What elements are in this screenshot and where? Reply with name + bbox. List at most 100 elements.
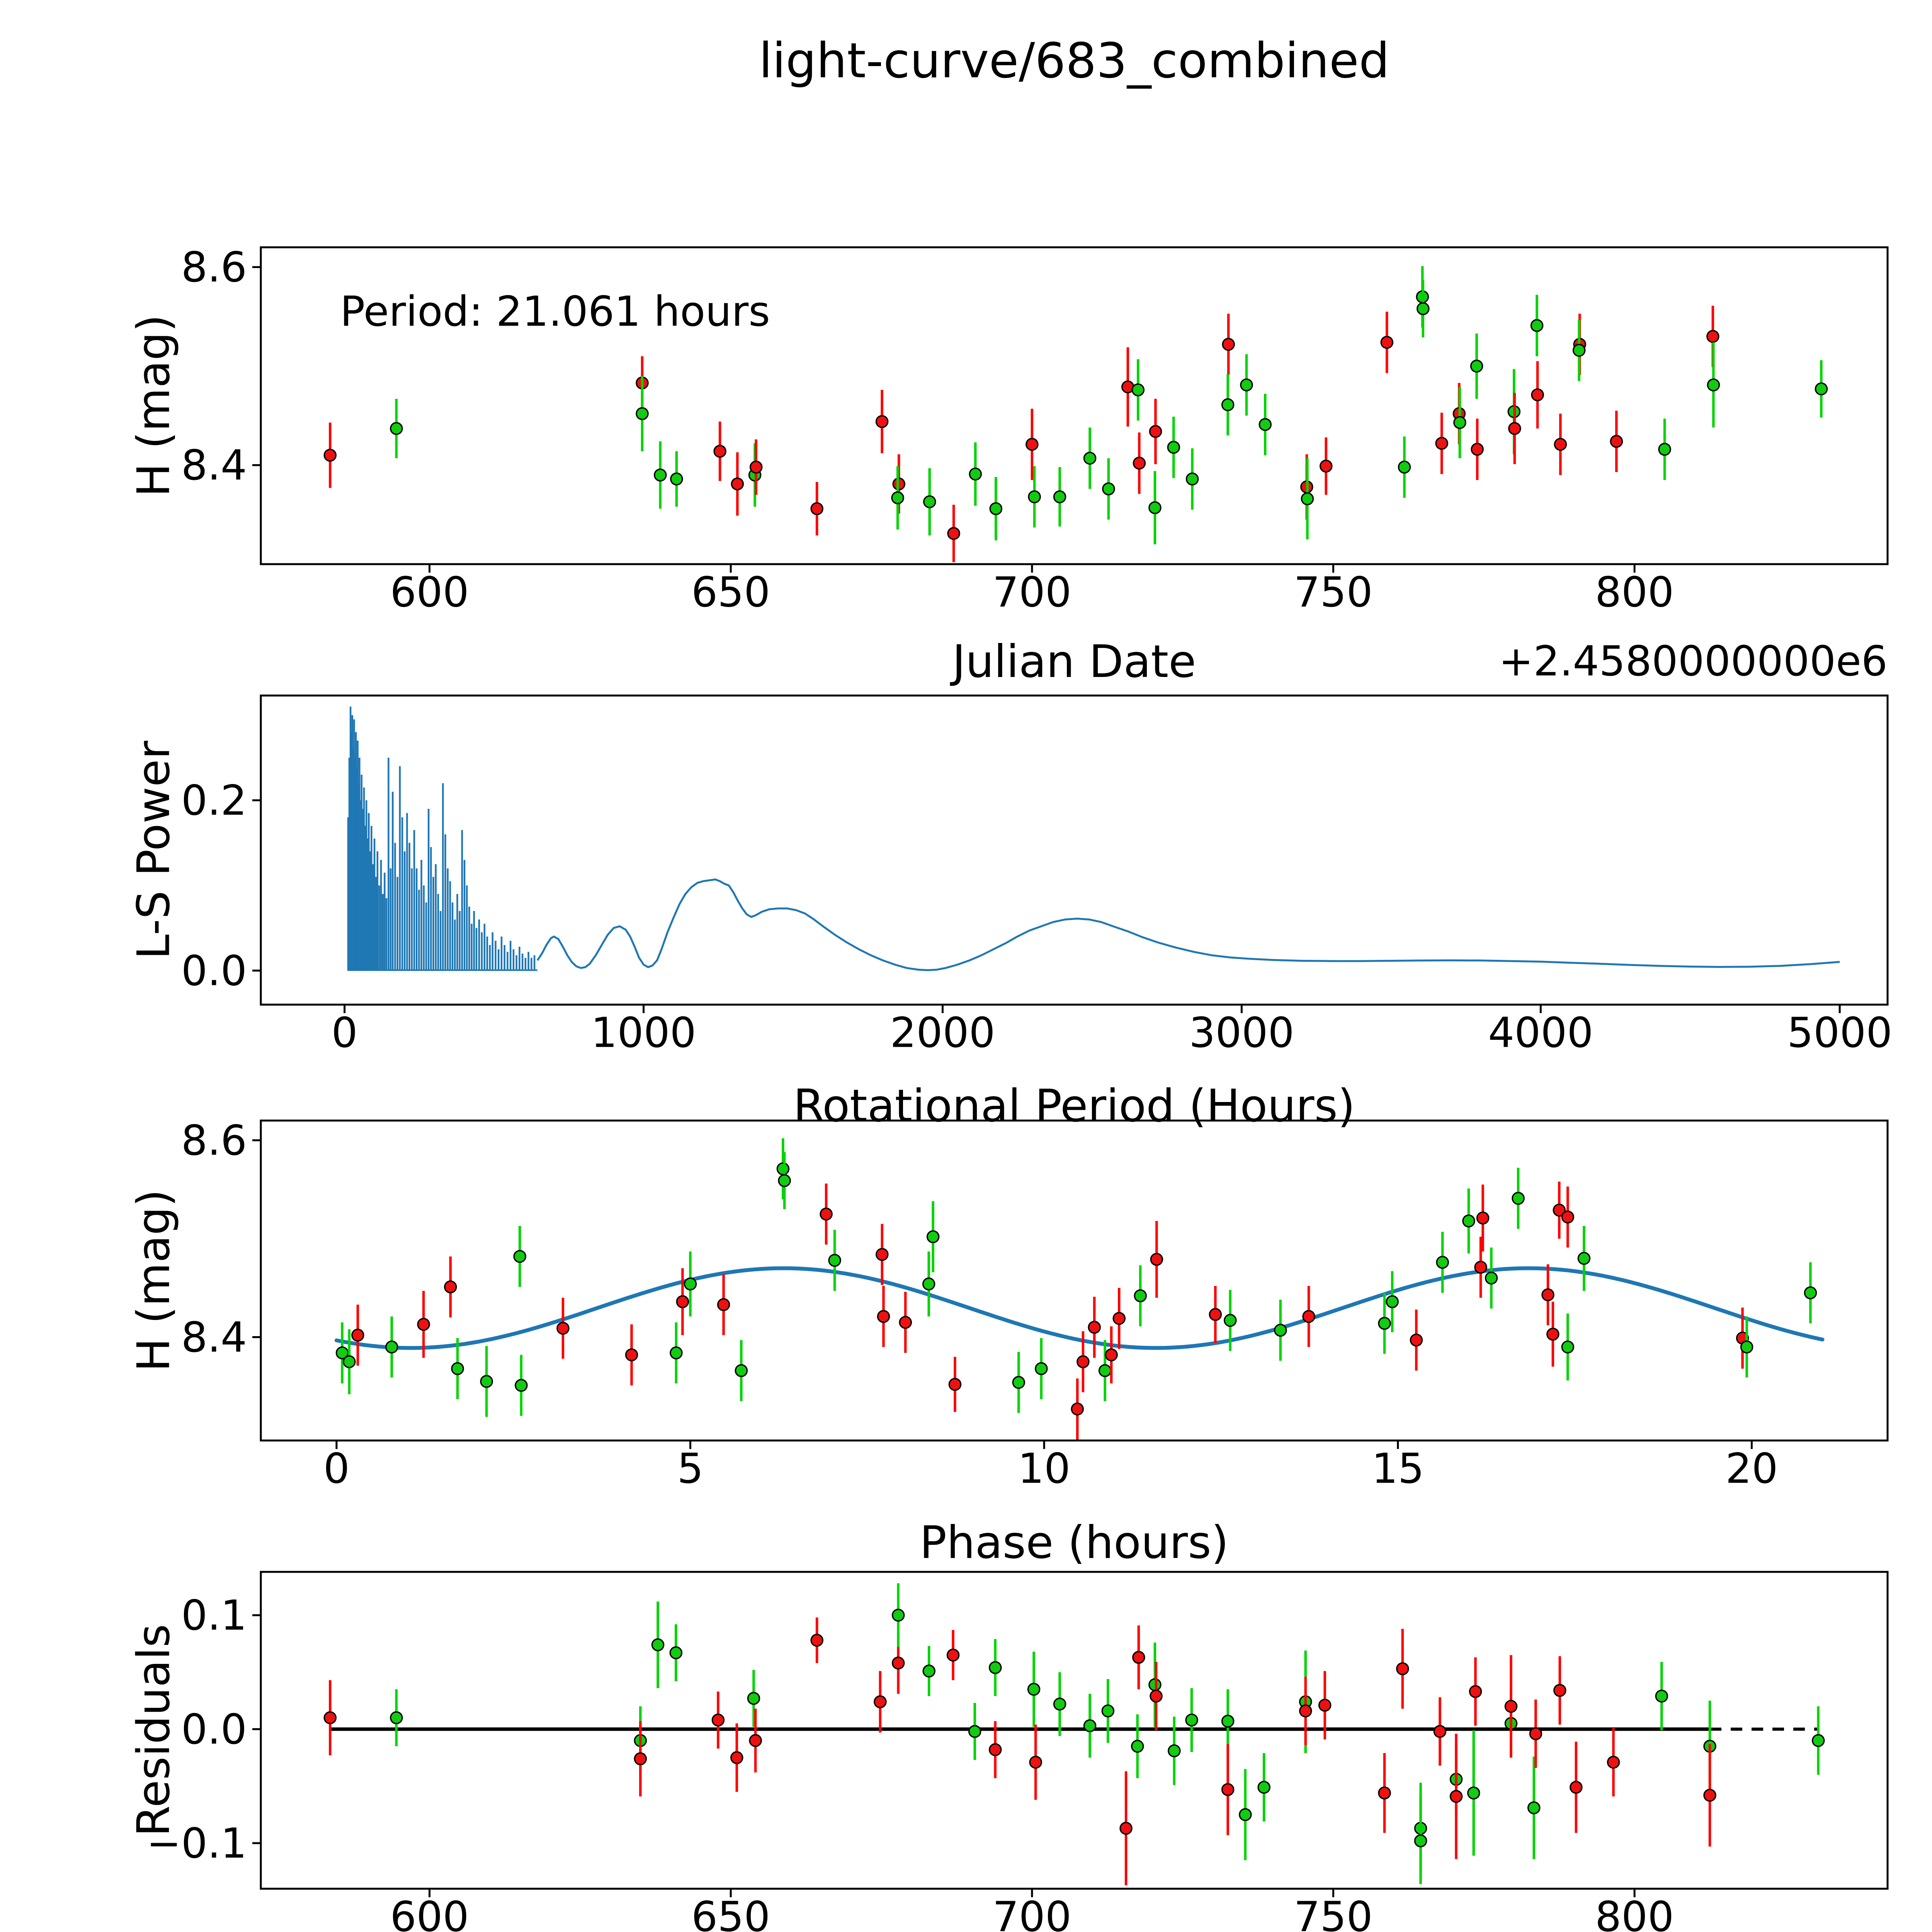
panel3-marker-red	[899, 1316, 912, 1329]
panel1-marker-green	[1053, 490, 1066, 503]
panel4-marker-green	[1527, 1801, 1541, 1815]
panel3-marker-green	[778, 1174, 791, 1187]
panel3-marker-green	[684, 1277, 697, 1291]
panel1-xtick-label: 750	[1294, 569, 1372, 617]
panel3-xtick-label: 20	[1725, 1445, 1778, 1493]
panel3-marker-green	[1740, 1340, 1753, 1354]
panel1-axes: 600 650 700 750 800 8.6 8.4	[181, 244, 1889, 617]
panel1-marker-green	[1453, 416, 1466, 429]
panel3-marker-green	[1035, 1362, 1048, 1375]
panel4-marker-red	[1132, 1651, 1145, 1664]
panel4-xtick-label: 600	[390, 1893, 469, 1932]
panel4-marker-red	[1449, 1790, 1463, 1803]
panel4-xtick-label: 700	[993, 1893, 1071, 1932]
panel1-xtick-label: 700	[993, 569, 1071, 617]
panel1-marker-red	[749, 461, 763, 474]
panel4-marker-red	[1119, 1821, 1133, 1835]
panel4-marker-green	[891, 1609, 905, 1622]
panel4-marker-red	[1221, 1783, 1235, 1796]
panel1-marker-green	[1221, 398, 1235, 412]
panel1-marker-green	[654, 468, 667, 482]
panel4-marker-green	[922, 1664, 935, 1678]
panel3-fit-curve	[334, 1266, 1825, 1350]
panel4-marker-red	[1469, 1685, 1482, 1698]
panel4-xtick-label: 800	[1595, 1893, 1674, 1932]
panel1-marker-red	[1435, 437, 1448, 450]
panel3-marker-red	[1474, 1260, 1487, 1274]
panel1-marker-green	[1131, 383, 1145, 396]
panel1-marker-red	[1026, 438, 1039, 451]
panel1-marker-red	[1554, 438, 1567, 451]
panel4-marker-red	[1318, 1699, 1332, 1712]
panel4-marker-red	[634, 1752, 647, 1765]
panel3-marker-green	[1577, 1252, 1591, 1265]
panel1-marker-green	[891, 491, 904, 505]
panel3-marker-green	[735, 1364, 748, 1377]
panel3-marker-red	[351, 1328, 364, 1342]
panel4-marker-red	[1607, 1755, 1620, 1769]
panel4-marker-red	[946, 1648, 960, 1662]
panel3-marker-green	[451, 1362, 464, 1375]
panel4-marker-red	[1378, 1786, 1391, 1799]
panel4-marker-green	[1083, 1719, 1097, 1732]
panel3-marker-red	[1476, 1211, 1490, 1225]
panel3-marker-green	[1386, 1295, 1399, 1308]
panel3-xlabel: Phase (hours)	[920, 1517, 1229, 1569]
panel4-marker-red	[988, 1743, 1002, 1756]
panel1-marker-green	[1102, 482, 1115, 495]
panel3-marker-red	[556, 1321, 570, 1335]
panel2-xtick-label: 1000	[591, 1009, 696, 1057]
panel3-marker-red	[820, 1208, 833, 1221]
panel1-marker-red	[1320, 459, 1333, 473]
panel3-marker-red	[717, 1298, 730, 1311]
panel4-marker-green	[1053, 1697, 1066, 1711]
panel4-marker-red	[1703, 1789, 1716, 1802]
panel1-marker-green	[1815, 382, 1828, 396]
panel3-marker-green	[1274, 1323, 1287, 1337]
panel1-marker-green	[1658, 443, 1671, 456]
panel3-marker-red	[1150, 1253, 1163, 1266]
panel4-marker-green	[669, 1646, 683, 1660]
panel3-marker-red	[1410, 1333, 1423, 1347]
panel1-marker-green	[1470, 359, 1483, 373]
panel4-marker-red	[1029, 1755, 1042, 1769]
panel4-marker-red	[1529, 1727, 1543, 1740]
panel1-axis-offset: +2.4580000000e6	[1498, 638, 1888, 685]
panel3-marker-red	[877, 1310, 890, 1323]
panel1-marker-green	[1259, 418, 1272, 431]
panel3-marker-green	[1224, 1314, 1237, 1327]
panel4-marker-green	[1185, 1713, 1198, 1727]
panel4-marker-green	[1168, 1744, 1181, 1757]
panel3-marker-green	[1098, 1364, 1112, 1377]
panel4-marker-green	[988, 1661, 1002, 1674]
panel1-marker-red	[1508, 422, 1521, 435]
panel3-marker-green	[515, 1379, 528, 1392]
panel3-marker-green	[1462, 1214, 1475, 1228]
panel1-marker-green	[1148, 501, 1162, 514]
panel4-marker-green	[390, 1711, 403, 1725]
panel3-marker-green	[776, 1162, 790, 1175]
panel1-marker-green	[1028, 490, 1041, 503]
panel2-curve	[536, 878, 1840, 971]
panel4-marker-green	[1101, 1704, 1115, 1718]
panel2-xtick-label: 3000	[1189, 1009, 1294, 1057]
panel3-marker-green	[1512, 1192, 1525, 1205]
panel3-marker-red	[948, 1378, 962, 1391]
panel3-marker-green	[480, 1375, 493, 1388]
panel3-ytick-label: 8.6	[181, 1117, 247, 1165]
panel1-marker-green	[1417, 302, 1430, 315]
panel2-periodogram	[347, 706, 1840, 971]
panel4-marker-red	[1396, 1662, 1409, 1675]
panel4-marker-red	[1553, 1684, 1566, 1697]
panel1-marker-green	[1530, 319, 1544, 332]
panel3-marker-red	[1088, 1321, 1101, 1334]
panel4-marker-green	[1131, 1740, 1144, 1753]
panel2-xtick-label: 4000	[1488, 1009, 1593, 1057]
panel4-marker-red	[323, 1711, 337, 1725]
panel4-axes: 600 650 700 750 800 0.1 0.0 −0.1	[146, 1571, 1889, 1932]
panel4-xtick-label: 750	[1294, 1893, 1372, 1932]
panel3-marker-red	[1071, 1402, 1084, 1416]
panel3-marker-green	[1436, 1256, 1449, 1269]
panel1-marker-green	[670, 472, 683, 486]
